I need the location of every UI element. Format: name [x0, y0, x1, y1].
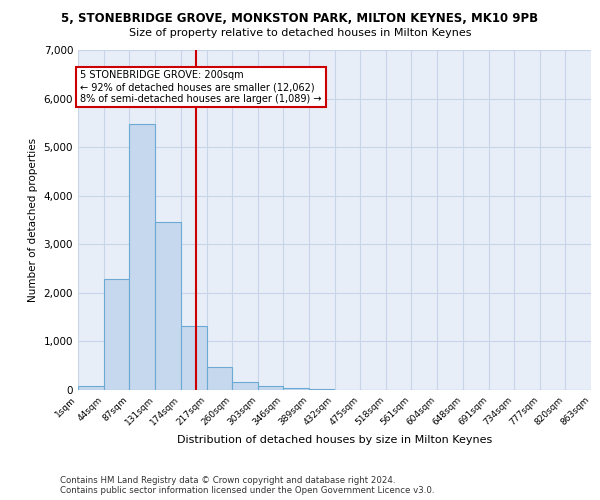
X-axis label: Distribution of detached houses by size in Milton Keynes: Distribution of detached houses by size …: [177, 436, 492, 446]
Text: Contains HM Land Registry data © Crown copyright and database right 2024.: Contains HM Land Registry data © Crown c…: [60, 476, 395, 485]
Y-axis label: Number of detached properties: Number of detached properties: [28, 138, 38, 302]
Bar: [155, 222, 181, 390]
Bar: [206, 367, 232, 390]
Bar: [104, 280, 129, 390]
Bar: [181, 326, 206, 390]
Bar: [232, 382, 258, 390]
Bar: [309, 388, 335, 390]
Text: 5 STONEBRIDGE GROVE: 200sqm
← 92% of detached houses are smaller (12,062)
8% of : 5 STONEBRIDGE GROVE: 200sqm ← 92% of det…: [80, 70, 322, 104]
Bar: [78, 386, 104, 390]
Text: Size of property relative to detached houses in Milton Keynes: Size of property relative to detached ho…: [129, 28, 471, 38]
Text: Contains public sector information licensed under the Open Government Licence v3: Contains public sector information licen…: [60, 486, 434, 495]
Text: 5, STONEBRIDGE GROVE, MONKSTON PARK, MILTON KEYNES, MK10 9PB: 5, STONEBRIDGE GROVE, MONKSTON PARK, MIL…: [61, 12, 539, 26]
Bar: [129, 124, 155, 390]
Bar: [258, 386, 283, 390]
Bar: [283, 388, 309, 390]
